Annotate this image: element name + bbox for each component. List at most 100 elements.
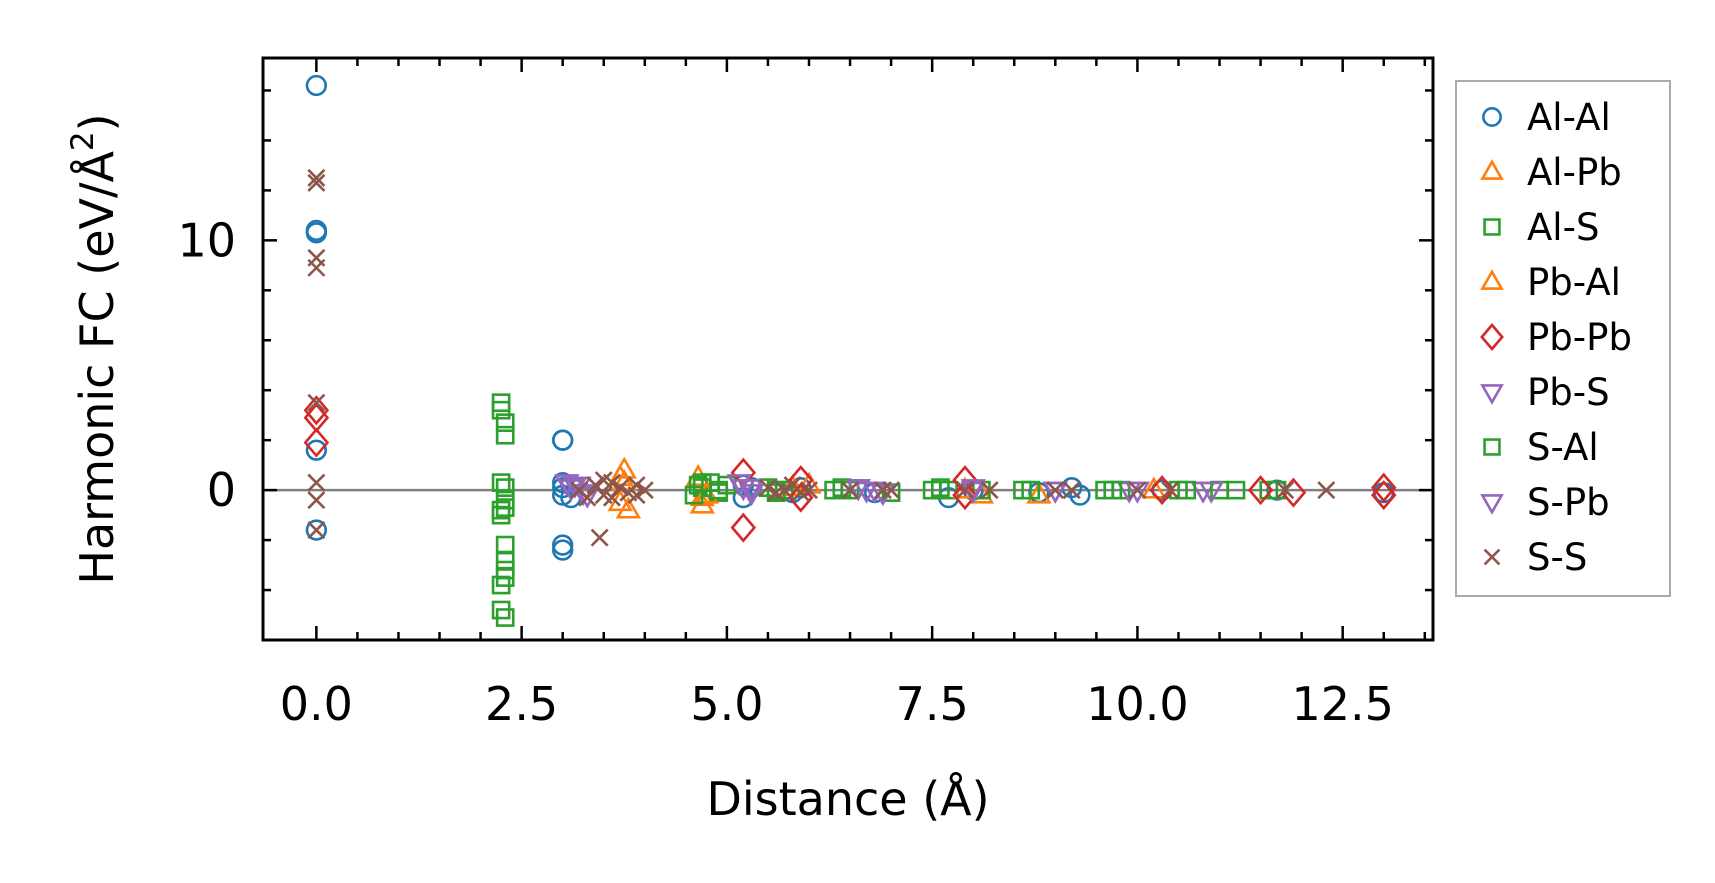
legend-marker — [1480, 269, 1504, 290]
x-tick-label: 10.0 — [1086, 677, 1188, 731]
point-Al-Al — [305, 439, 328, 461]
point-S-S — [956, 481, 974, 500]
point-S-Al — [922, 480, 942, 500]
point-S-S — [307, 258, 326, 277]
point-S-S — [1276, 481, 1295, 500]
point-Al-Al — [552, 539, 574, 561]
point-S-S — [635, 481, 654, 500]
legend-label: Pb-Pb — [1527, 316, 1632, 359]
point-Al-Pb — [1026, 481, 1052, 504]
point-S-Pb — [1198, 481, 1224, 504]
y-tick-label: 0 — [207, 463, 236, 517]
point-S-Al — [1103, 480, 1123, 500]
point-Pb-Pb — [1149, 475, 1175, 506]
point-Pb-Pb — [730, 512, 757, 543]
point-S-S — [307, 491, 326, 510]
point-S-S — [611, 478, 630, 497]
point-S-S — [627, 486, 646, 505]
point-S-Pb — [845, 479, 871, 502]
legend-entry-Al-S: Al-S — [1483, 206, 1599, 249]
point-Pb-S — [738, 484, 765, 507]
legend-entry-Al-Pb: Al-Pb — [1480, 151, 1622, 194]
x-tick-label: 5.0 — [690, 677, 763, 731]
legend-entry-Pb-Al: Pb-Al — [1480, 261, 1621, 304]
legend-entry-S-Pb: S-Pb — [1480, 481, 1610, 524]
plot-background — [263, 58, 1433, 640]
legend-label: Pb-Al — [1527, 261, 1621, 304]
point-Al-Al — [552, 429, 574, 451]
legend-marker — [1483, 438, 1501, 456]
point-Pb-Pb — [1247, 475, 1274, 506]
point-S-Al — [832, 478, 852, 497]
x-axis-label: Distance (Å) — [706, 772, 989, 826]
point-Al-Al — [305, 74, 328, 97]
legend-marker — [1480, 384, 1504, 405]
point-S-S — [1062, 481, 1081, 500]
point-S-S — [590, 528, 609, 547]
legend-marker — [1480, 159, 1504, 180]
legend-marker — [1482, 107, 1502, 127]
legend-entry-Al-Al: Al-Al — [1482, 96, 1611, 139]
legend-entry-Pb-S: Pb-S — [1480, 371, 1610, 414]
legend-entry-Pb-Pb: Pb-Pb — [1480, 316, 1632, 359]
point-Pb-Pb — [303, 427, 330, 458]
point-S-Pb — [562, 476, 588, 499]
point-S-Al — [1177, 480, 1197, 500]
legend-label: S-S — [1527, 536, 1587, 579]
series-S-Pb — [562, 476, 1224, 507]
point-S-Al — [709, 480, 729, 500]
series-S-Al — [684, 473, 1229, 505]
y-axis-label: Harmonic FC (eV/Å2) — [65, 113, 124, 584]
point-Pb-Pb — [303, 395, 330, 426]
point-S-S — [1046, 481, 1065, 500]
point-S-S — [307, 173, 326, 192]
point-S-Pb — [738, 479, 765, 502]
point-Al-Pb — [615, 496, 642, 519]
point-S-S — [841, 481, 860, 500]
point-S-S — [1128, 481, 1147, 500]
legend: Al-Al Al-Pb Al-S Pb-Al Pb-Pb Pb-S S-Al S-Pb S-S — [1455, 80, 1671, 597]
point-S-S — [882, 481, 901, 500]
point-Al-S — [495, 478, 515, 497]
point-Al-S — [495, 413, 515, 433]
legend-label: S-Al — [1527, 426, 1599, 469]
point-S-S — [602, 473, 621, 492]
data-markers — [303, 74, 1397, 627]
x-tick-label: 2.5 — [485, 677, 558, 731]
x-tick-label: 7.5 — [896, 677, 969, 731]
point-Al-Al — [1069, 484, 1091, 506]
y-tick-label: 10 — [177, 213, 236, 267]
point-S-Al — [1013, 480, 1032, 500]
point-S-Pb — [1042, 481, 1068, 504]
point-Pb-Pb — [788, 482, 814, 513]
point-Al-Al — [305, 222, 328, 244]
point-Al-S — [495, 550, 515, 570]
plot-frame — [261, 56, 1435, 642]
point-S-S — [758, 478, 777, 497]
point-Al-Al — [305, 519, 328, 541]
point-S-S — [578, 488, 597, 507]
point-Al-S — [491, 400, 511, 420]
legend-entry-S-Al: S-Al — [1483, 426, 1599, 469]
point-Al-S — [491, 473, 511, 492]
point-S-S — [873, 481, 892, 500]
point-Al-S — [495, 425, 515, 445]
point-S-S — [800, 481, 818, 500]
point-S-S — [1161, 481, 1180, 500]
legend-marker — [1483, 218, 1501, 236]
point-S-S — [775, 481, 794, 500]
legend-label: Pb-S — [1527, 371, 1610, 414]
point-Pb-Pb — [1370, 480, 1397, 511]
point-Pb-Pb — [1370, 472, 1397, 503]
legend-label: Al-Al — [1527, 96, 1611, 139]
point-Pb-S — [574, 486, 600, 509]
point-Al-S — [495, 608, 515, 627]
legend-entry-S-S: S-S — [1483, 536, 1587, 579]
point-S-S — [307, 168, 326, 187]
point-S-S — [1317, 481, 1336, 500]
point-Pb-Pb — [952, 465, 978, 496]
legend-marker — [1480, 322, 1504, 352]
point-Al-S — [491, 505, 511, 525]
x-tick-label: 12.5 — [1291, 677, 1393, 731]
